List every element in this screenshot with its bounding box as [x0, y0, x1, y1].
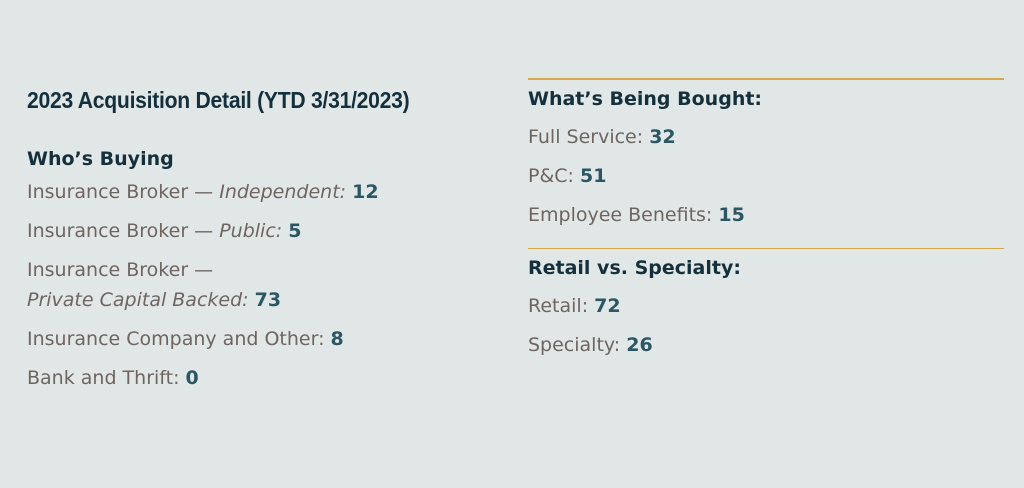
buyer-label: Insurance Broker — [27, 181, 220, 203]
buyer-label: Bank and Thrift: [27, 367, 180, 389]
page-title: 2023 Acquisition Detail (YTD 3/31/2023) [27, 87, 410, 113]
bought-column: What’s Being Bought: Full Service: 32 P&… [528, 78, 1004, 369]
buyer-public: Insurance Broker — Public: 5 [27, 216, 497, 246]
buyer-value: 0 [185, 367, 199, 389]
retail-specialty-block: Retail vs. Specialty: Retail: 72 Special… [528, 247, 1004, 361]
buyer-value: 8 [330, 328, 344, 350]
bought-label: Employee Benefits: [528, 203, 713, 226]
bought-value: 15 [718, 203, 745, 226]
buyer-insurance-company: Insurance Company and Other: 8 [27, 324, 497, 354]
section-divider [528, 78, 1004, 80]
buyer-label: Insurance Broker — [27, 220, 220, 242]
bought-pc: P&C: 51 [528, 161, 1004, 191]
section-divider [528, 247, 1004, 249]
buyers-heading: Who’s Buying [27, 148, 174, 170]
bought-value: 32 [649, 125, 676, 148]
buyers-column: 2023 Acquisition Detail (YTD 3/31/2023) … [27, 84, 497, 402]
buyer-value: 73 [254, 289, 282, 311]
buyer-private-capital: Insurance Broker — Private Capital Backed… [27, 255, 497, 315]
buyer-label: Insurance Company and Other: [27, 328, 325, 350]
buyer-value: 12 [352, 181, 379, 203]
specialty-item: Specialty: 26 [528, 330, 1004, 360]
buyer-label-emphasis: Private Capital Backed: [27, 289, 249, 311]
specialty-value: 26 [626, 334, 653, 356]
bought-employee-benefits: Employee Benefits: 15 [528, 200, 1004, 230]
buyer-independent: Insurance Broker — Independent: 12 [27, 177, 497, 207]
buyer-value: 5 [288, 220, 302, 242]
bought-heading: What’s Being Bought: [528, 87, 763, 110]
bought-label: P&C: [528, 164, 574, 187]
buyer-bank-thrift: Bank and Thrift: 0 [27, 363, 497, 393]
bought-full-service: Full Service: 32 [528, 122, 1004, 152]
buyer-label: Insurance Broker — [27, 259, 214, 281]
specialty-label: Specialty: [528, 334, 621, 356]
bought-value: 51 [580, 164, 607, 187]
retail-item: Retail: 72 [528, 291, 1004, 321]
bought-label: Full Service: [528, 125, 644, 148]
retail-label: Retail: [528, 295, 589, 317]
buyer-label-emphasis: Independent: [219, 181, 347, 203]
retail-value: 72 [594, 295, 621, 317]
retail-specialty-heading: Retail vs. Specialty: [528, 257, 741, 279]
buyer-label-emphasis: Public: [219, 220, 283, 242]
